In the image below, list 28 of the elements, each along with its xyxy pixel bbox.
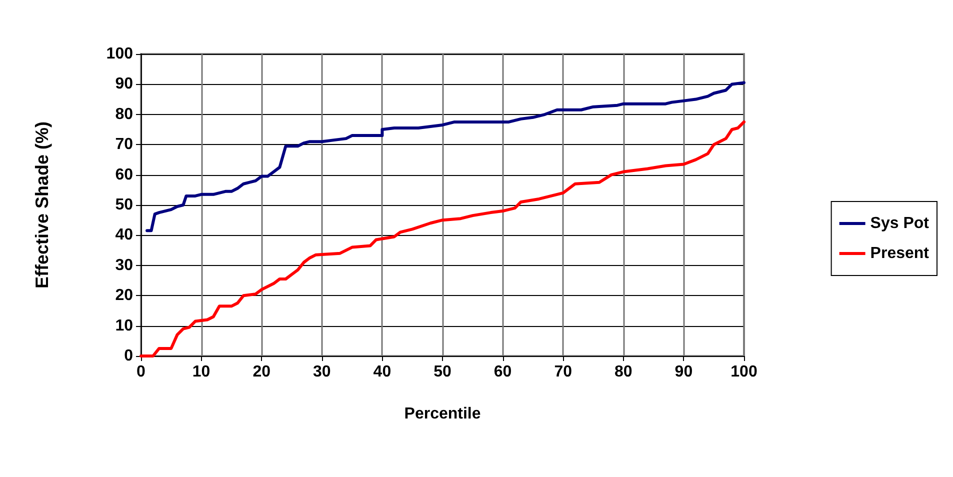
legend-label: Sys Pot (870, 215, 930, 232)
x-tick-label: 80 (614, 364, 632, 380)
y-tick-label: 20 (115, 287, 134, 304)
x-tick-label: 60 (494, 364, 512, 380)
y-tick-label: 0 (124, 348, 134, 364)
x-tick-label: 100 (730, 364, 758, 380)
x-tick-label: 10 (192, 364, 210, 380)
y-tick-label: 40 (115, 226, 134, 244)
y-tick-label: 100 (106, 46, 134, 62)
y-tick-label: 90 (115, 76, 134, 93)
line-series (140, 120, 746, 358)
legend-label: Present (870, 245, 930, 262)
x-tick-label: 40 (373, 364, 392, 380)
x-tick-label: 30 (313, 364, 331, 380)
line-series (146, 81, 746, 232)
x-tick-label: 0 (136, 364, 146, 380)
y-tick-label: 70 (115, 136, 134, 154)
x-axis-title: Percentile (404, 406, 481, 422)
y-tick-label: 60 (115, 166, 134, 184)
y-tick-label: 80 (115, 106, 134, 123)
y-tick-label: 10 (115, 317, 134, 334)
x-tick-label: 70 (554, 364, 572, 380)
x-tick-label: 50 (434, 364, 452, 380)
y-tick-label: 30 (115, 256, 134, 274)
x-tick-label: 20 (252, 364, 271, 380)
x-tick-label: 90 (674, 364, 693, 380)
y-axis-title: Effective Shade (%) (32, 121, 52, 289)
y-tick-label: 50 (115, 196, 134, 214)
